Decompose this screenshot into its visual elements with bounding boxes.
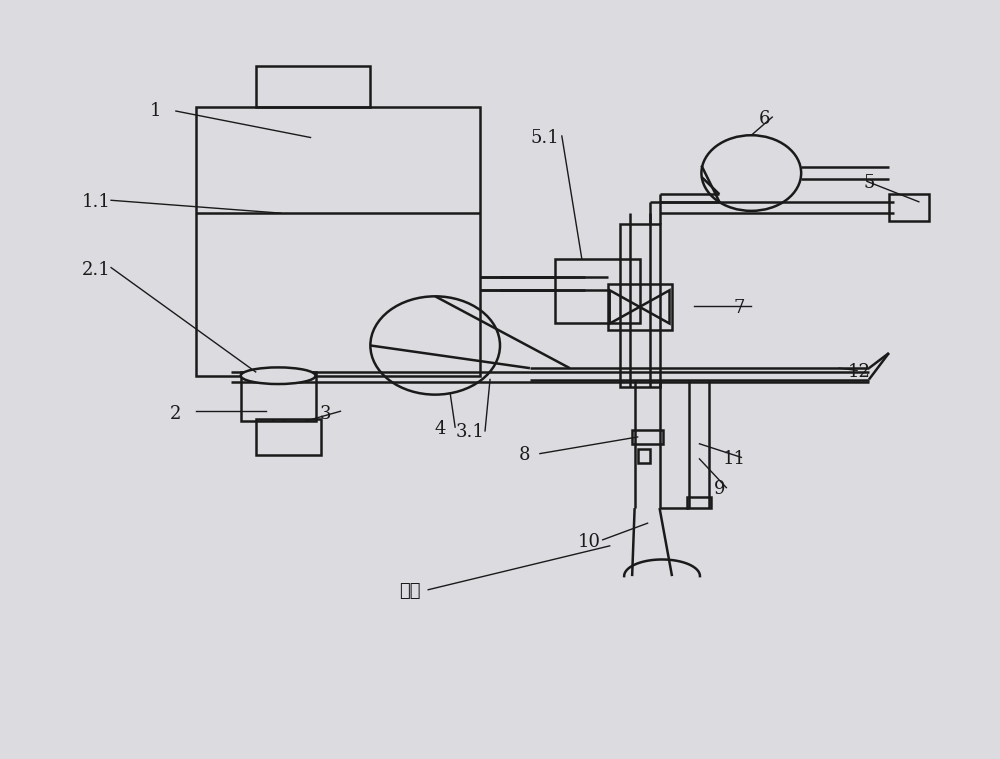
Text: 5.1: 5.1 [530,128,559,146]
Text: 11: 11 [723,450,746,468]
Text: 2.1: 2.1 [82,261,110,279]
Text: 1.1: 1.1 [82,193,111,211]
Text: 12: 12 [848,363,870,381]
Text: 1: 1 [150,102,162,120]
Text: 8: 8 [519,446,531,464]
Bar [687,496,711,508]
Text: 7: 7 [734,298,745,317]
Bar [889,194,929,221]
Bar [638,449,650,463]
Bar [241,372,316,421]
Bar [256,66,370,107]
Text: 3: 3 [320,405,331,423]
Ellipse shape [241,367,316,384]
Text: 10: 10 [578,533,601,551]
Text: 6: 6 [759,109,770,128]
Bar [256,419,320,455]
Bar [632,430,663,444]
Text: 5: 5 [863,174,875,192]
Text: 油井: 油井 [400,582,421,600]
Bar [196,107,480,376]
Bar [608,284,672,329]
Text: 3.1: 3.1 [456,424,485,442]
Text: 2: 2 [170,405,182,423]
Bar [555,259,640,323]
Text: 9: 9 [714,480,725,498]
Text: 4: 4 [434,420,446,438]
Bar [620,225,660,387]
